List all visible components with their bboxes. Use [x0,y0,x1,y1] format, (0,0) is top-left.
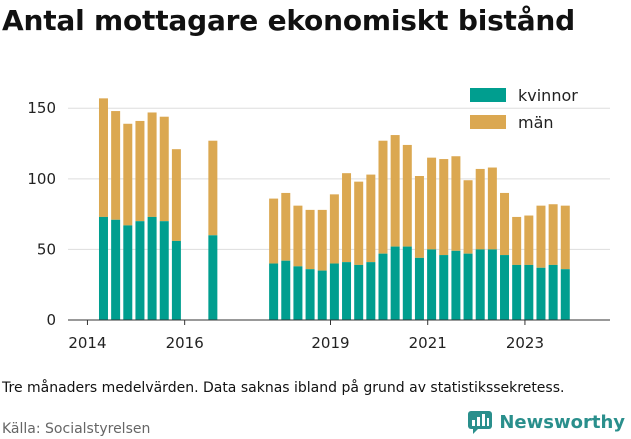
bar-kvinnor [342,262,352,320]
bar-kvinnor [208,235,218,320]
bar-chart: 0 50 100 150 2014 2016 2019 2021 2023 kvinnor män [27,86,610,352]
x-tick-label: 2019 [311,334,349,352]
bar-man [305,209,315,270]
bar-man [171,149,181,241]
bar-man [500,192,510,256]
bar-kvinnor [548,264,558,320]
bar-man [342,173,352,263]
bar-man [98,98,108,217]
brand-logo[interactable]: Newsworthy [467,410,625,434]
bar-kvinnor [560,269,570,320]
bar-man [548,204,558,265]
chart-title: Antal mottagare ekonomiskt bistånd [2,4,576,37]
bars [98,98,570,320]
bar-kvinnor [475,249,485,320]
bar-man [329,194,339,264]
source-text: Källa: Socialstyrelsen [2,421,151,437]
bar-kvinnor [536,267,546,320]
bar-kvinnor [123,225,133,320]
bar-kvinnor [402,246,412,320]
bar-kvinnor [281,260,291,320]
bar-man [512,216,522,265]
bar-man [524,215,534,265]
bar-kvinnor [159,221,169,320]
newsworthy-logo-icon [468,411,493,434]
bar-kvinnor [500,255,510,320]
bar-kvinnor [524,264,534,320]
bar-man [317,209,327,271]
bar-kvinnor [317,270,327,320]
bar-man [208,140,218,236]
y-tick-label: 50 [37,240,56,258]
bar-kvinnor [366,262,376,320]
bar-kvinnor [439,255,449,320]
x-tick-label: 2014 [68,334,106,352]
bar-man [451,156,461,251]
bar-man [269,198,279,264]
brand-name: Newsworthy [499,411,625,433]
chart-note: Tre månaders medelvärden. Data saknas ib… [2,380,565,396]
bar-kvinnor [414,257,424,320]
bar-man [402,144,412,247]
bar-man [293,205,303,267]
bar-kvinnor [98,216,108,320]
bar-man [414,176,424,258]
bar-man [147,112,157,217]
bar-kvinnor [463,253,473,320]
bar-man [281,192,291,261]
bar-man [439,159,449,256]
legend: kvinnor män [470,86,578,132]
bar-man [159,116,169,222]
bar-man [123,123,133,226]
legend-swatch-kvinnor [470,88,506,102]
bar-kvinnor [512,264,522,320]
x-tick-label: 2021 [409,334,447,352]
bar-kvinnor [293,266,303,320]
bar-kvinnor [354,264,364,320]
bar-kvinnor [269,263,279,320]
bar-kvinnor [171,240,181,320]
bar-kvinnor [427,249,437,320]
bar-man [487,167,497,250]
axes: 0 50 100 150 2014 2016 2019 2021 2023 [27,99,610,352]
bar-kvinnor [135,221,145,320]
bar-kvinnor [111,219,121,320]
bar-kvinnor [147,216,157,320]
bar-kvinnor [390,246,400,320]
bar-man [463,180,473,254]
y-tick-label: 0 [46,311,56,329]
bar-man [475,168,485,250]
bar-kvinnor [305,269,315,320]
bar-man [111,111,121,220]
bar-man [378,140,388,254]
bar-kvinnor [487,249,497,320]
bar-man [390,135,400,247]
x-tick-label: 2023 [506,334,544,352]
bar-man [135,120,145,222]
x-tick-label: 2016 [166,334,204,352]
bar-man [354,181,364,265]
bar-kvinnor [451,250,461,320]
legend-label: män [518,113,554,132]
legend-label: kvinnor [518,86,578,105]
legend-swatch-man [470,115,506,129]
bar-man [560,205,570,270]
y-tick-label: 150 [27,99,56,117]
bar-kvinnor [378,253,388,320]
bar-kvinnor [329,263,339,320]
bar-man [536,205,546,268]
y-tick-label: 100 [27,170,56,188]
bar-man [427,157,437,250]
bar-man [366,174,376,263]
